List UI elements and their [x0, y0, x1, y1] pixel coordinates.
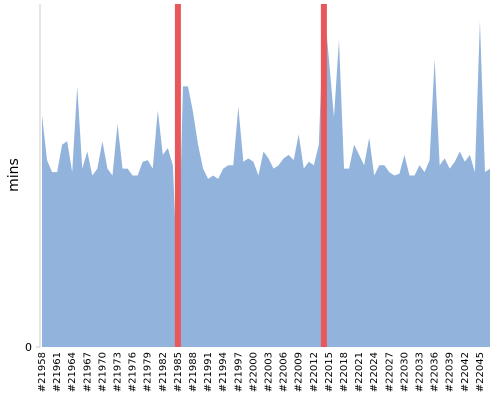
x-tick-label: #21958 — [37, 352, 48, 392]
x-tick-label: #22024 — [369, 352, 380, 392]
x-tick-label: #21973 — [113, 352, 124, 392]
x-tick-label: #22039 — [445, 352, 456, 392]
x-tick-label: #21961 — [52, 352, 63, 392]
y-axis-label: mins — [6, 158, 22, 192]
x-tick-label: #21985 — [173, 352, 184, 392]
x-tick-label: #22018 — [339, 352, 350, 392]
x-tick-label: #21970 — [97, 352, 108, 392]
x-tick-label: #21964 — [67, 352, 78, 392]
y-tick-label: 0 — [25, 341, 32, 354]
x-tick-label: #22036 — [430, 352, 441, 392]
x-tick-label: #21994 — [218, 352, 229, 392]
x-tick-label: #21976 — [128, 352, 139, 392]
x-tick-label: #21967 — [82, 352, 93, 392]
x-tick-label: #21997 — [233, 352, 244, 392]
x-tick-label: #22012 — [309, 352, 320, 392]
highlight-bar — [174, 4, 181, 347]
x-tick-label: #22027 — [384, 352, 395, 392]
x-tick-label: #22015 — [324, 352, 335, 392]
x-tick-label: #22003 — [264, 352, 275, 392]
x-tick-label: #22021 — [354, 352, 365, 392]
x-tick-label: #21988 — [188, 352, 199, 392]
x-tick-label: #21991 — [203, 352, 214, 392]
x-tick-label: #22042 — [460, 352, 471, 392]
x-tick-label: #21979 — [143, 352, 154, 392]
x-tick-label: #22045 — [475, 352, 486, 392]
x-tick-label: #22006 — [279, 352, 290, 392]
area — [42, 4, 490, 347]
x-tick-label: #22000 — [248, 352, 259, 392]
x-tick-label: #22033 — [415, 352, 426, 392]
highlight-bar — [320, 4, 327, 347]
x-tick-label: #22030 — [399, 352, 410, 392]
x-tick-label: #22009 — [294, 352, 305, 392]
x-tick-label: #21982 — [158, 352, 169, 392]
